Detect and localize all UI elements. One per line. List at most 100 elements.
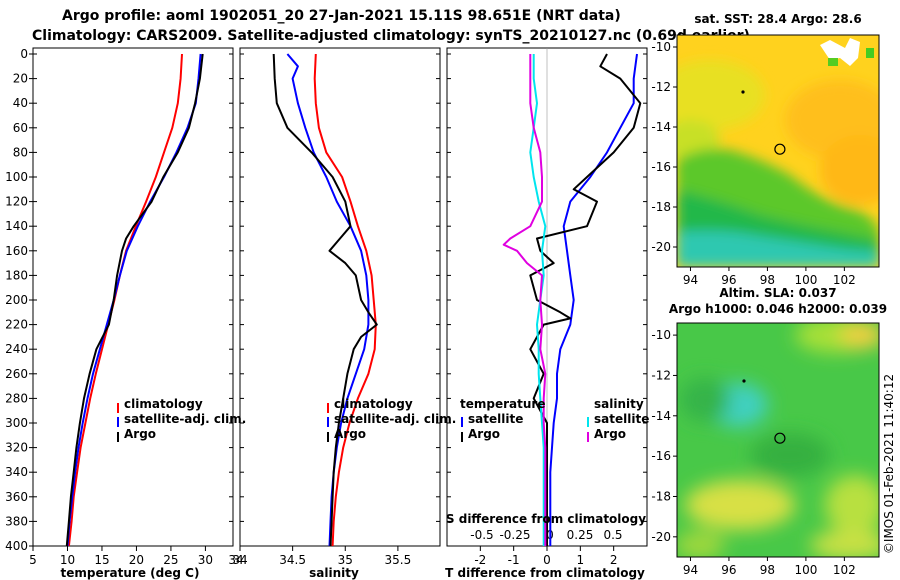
difference-xlabel-top: S difference from climatology <box>446 512 646 526</box>
depth-tick-label: 400 <box>5 539 28 553</box>
temperature-xlabel: temperature (deg C) <box>61 566 200 580</box>
series-line-climatology <box>67 53 183 547</box>
depth-tick-label: 240 <box>5 342 28 356</box>
depth-tick-label: 140 <box>5 219 28 233</box>
legend-label-argo: Argo <box>334 427 366 441</box>
x-tick-label: 10 <box>60 553 75 567</box>
legend-label-argo: Argo <box>124 427 156 441</box>
map-x-tick-label: 102 <box>833 563 856 577</box>
series-line-salinity-argo <box>502 54 547 546</box>
series-line-temperature-satellite <box>549 53 638 546</box>
depth-tick-label: 320 <box>5 441 28 455</box>
depth-tick-label: 220 <box>5 318 28 332</box>
sst-map-field <box>677 35 879 267</box>
x-tick-label: 15 <box>94 553 109 567</box>
map-x-tick-label: 96 <box>721 563 736 577</box>
salinity-panel-frame <box>239 47 441 547</box>
salinity-plot: 34 34.5 35 35.5 <box>232 53 440 567</box>
legend-label-climatology: climatology <box>124 397 203 411</box>
map-y-tick-label: -18 <box>651 200 671 214</box>
series-line-argo <box>65 53 204 547</box>
imos-watermark: ©IMOS 01-Feb-2021 11:40:12 <box>882 374 896 554</box>
depth-tick-label: 160 <box>5 244 28 258</box>
legend-title-temperature: temperature <box>460 397 545 411</box>
map-x-tick-label: 100 <box>794 273 817 287</box>
depth-tick-label: 100 <box>5 170 28 184</box>
legend-label-t-satellite: satellite <box>468 412 523 426</box>
difference-xlabel: T difference from climatology <box>445 566 645 580</box>
map-y-tick-label: -16 <box>651 449 671 463</box>
x-tick-label: 25 <box>163 553 178 567</box>
sst-map-ticks: 94 96 98 100 102 -10 -12 -14 -16 -18 -20 <box>651 40 855 287</box>
depth-tick-label: 180 <box>5 268 28 282</box>
sst-map: sat. SST: 28.4 Argo: 28.6 94 96 98 100 102 -1… <box>651 12 880 287</box>
depth-tick-label: 360 <box>5 490 28 504</box>
depth-tick-label: 300 <box>5 416 28 430</box>
top-tick-label: 0.5 <box>603 528 622 542</box>
map-x-tick-label: 100 <box>794 563 817 577</box>
x-tick-label: 34 <box>228 553 243 567</box>
sst-map-frame <box>676 34 880 268</box>
x-tick-label: -2 <box>474 553 486 567</box>
map-x-tick-label: 94 <box>683 563 698 577</box>
depth-tick-label: 80 <box>13 145 28 159</box>
legend-label-satellite: satellite-adj. clim. <box>124 412 246 426</box>
depth-tick-label: 380 <box>5 514 28 528</box>
salinity-legend: climatology satellite-adj. clim. Argo <box>327 397 456 442</box>
x-tick-label: 20 <box>129 553 144 567</box>
figure-title-line1: Argo profile: aoml 1902051_20 27-Jan-202… <box>62 8 621 24</box>
x-tick-label: 0 <box>543 553 551 567</box>
temperature-legend: climatology satellite-adj. clim. Argo <box>117 397 246 442</box>
map-x-tick-label: 98 <box>760 563 775 577</box>
depth-tick-label: 200 <box>5 293 28 307</box>
x-tick-label: 34.5 <box>279 553 306 567</box>
legend-label-climatology: climatology <box>334 397 413 411</box>
series-line-satellite-adj-clim- <box>286 53 370 547</box>
sla-map-field <box>677 323 879 557</box>
depth-tick-label: 20 <box>13 72 28 86</box>
depth-tick-label: 260 <box>5 367 28 381</box>
legend-label-s-satellite: satellite <box>594 412 649 426</box>
sla-map-frame <box>676 322 880 558</box>
temperature-plot: 5 10 15 20 25 30 34 <box>29 53 244 567</box>
x-tick-label: 1 <box>577 553 585 567</box>
sla-map-ticks: 94 96 98 100 102 -10 -12 -14 -16 -18 -20 <box>651 328 855 577</box>
argo-position-marker <box>774 432 786 444</box>
series-line-climatology <box>313 53 377 547</box>
depth-tick-label: 280 <box>5 391 28 405</box>
depth-tick-label: 40 <box>13 96 28 110</box>
legend-label-s-argo: Argo <box>594 427 626 441</box>
series-line-satellite-adj-clim- <box>66 53 202 547</box>
legend-title-salinity: salinity <box>594 397 644 411</box>
map-y-tick-label: -20 <box>651 240 671 254</box>
map-y-tick-label: -18 <box>651 489 671 503</box>
map-x-tick-label: 96 <box>721 273 736 287</box>
map-y-tick-label: -14 <box>651 120 671 134</box>
map-y-tick-label: -20 <box>651 530 671 544</box>
map-y-tick-label: -12 <box>651 368 671 382</box>
difference-plot: -2 -1 0 1 2-0.5 -0.25 0 0.25 0.5 <box>447 48 647 567</box>
top-tick-label: -0.25 <box>499 528 530 542</box>
series-line-temperature-argo <box>529 53 642 546</box>
series-line-argo <box>272 53 378 547</box>
depth-tick-label: 120 <box>5 195 28 209</box>
top-tick-label: -0.5 <box>470 528 493 542</box>
x-tick-label: 5 <box>29 553 37 567</box>
x-tick-label: 30 <box>198 553 213 567</box>
difference-legend: temperature satellite Argo salinity sate… <box>460 397 649 442</box>
x-tick-label: -1 <box>508 553 520 567</box>
depth-tick-label: 60 <box>13 121 28 135</box>
map-x-tick-label: 94 <box>683 273 698 287</box>
depth-axis: 0 20 40 60 80 100 120 140 160 180 200 220 240 260 280 3… <box>5 47 33 553</box>
map-y-tick-label: -14 <box>651 409 671 423</box>
x-tick-label: 2 <box>610 553 618 567</box>
sla-map-title: Altim. SLA: 0.037 <box>719 286 836 300</box>
map-y-tick-label: -16 <box>651 160 671 174</box>
legend-label-satellite: satellite-adj. clim. <box>334 412 456 426</box>
depth-tick-label: 0 <box>20 47 28 61</box>
depth-tick-label: 340 <box>5 465 28 479</box>
map-y-tick-label: -10 <box>651 40 671 54</box>
sla-map: Altim. SLA: 0.037 Argo h1000: 0.046 h200… <box>651 286 887 577</box>
map-x-tick-label: 98 <box>760 273 775 287</box>
